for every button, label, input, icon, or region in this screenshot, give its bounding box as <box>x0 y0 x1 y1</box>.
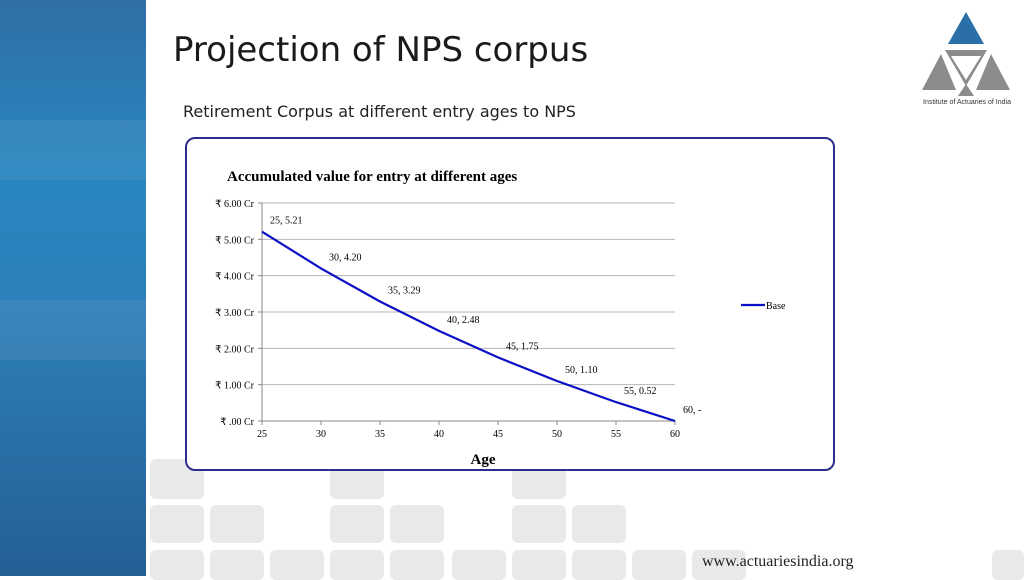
bar-stripe <box>0 120 146 180</box>
grid-lines <box>258 202 676 425</box>
bg-tile <box>150 505 204 543</box>
slide-subtitle: Retirement Corpus at different entry age… <box>183 102 576 121</box>
legend-label-base: Base <box>766 301 786 312</box>
x-tick-label: 35 <box>375 429 385 440</box>
data-point-label: 45, 1.75 <box>506 341 539 352</box>
y-tick-label: ₹ 4.00 Cr <box>215 272 255 283</box>
bg-tile <box>452 550 506 580</box>
bg-tile <box>512 550 566 580</box>
line-chart: Accumulated value for entry at different… <box>215 169 786 468</box>
bg-tile <box>692 550 746 580</box>
bg-tile <box>992 550 1024 580</box>
footer-url: www.actuariesindia.org <box>702 553 854 570</box>
data-point-label: 25, 5.21 <box>270 216 303 227</box>
background-tiles <box>146 455 1024 580</box>
bg-tile <box>572 550 626 580</box>
y-tick-label: ₹ 2.00 Cr <box>215 344 255 355</box>
x-axis-ticks: 25 30 35 40 45 50 55 60 <box>257 429 680 440</box>
data-point-label: 40, 2.48 <box>447 315 480 326</box>
y-axis-ticks: ₹ .00 Cr ₹ 1.00 Cr ₹ 2.00 Cr ₹ 3.00 Cr ₹ 4.0… <box>215 199 255 428</box>
data-point-label: 35, 3.29 <box>388 285 421 296</box>
chart-frame: Accumulated value for entry at different… <box>185 137 835 471</box>
data-labels: 25, 5.21 30, 4.20 35, 3.29 40, 2.48 45, 1.75… <box>270 216 701 416</box>
x-axis-label: Age <box>471 452 496 468</box>
series-line-base <box>261 230 676 423</box>
left-decorative-bar <box>0 0 146 576</box>
data-point-label: 50, 1.10 <box>565 365 598 376</box>
bg-tile <box>632 550 686 580</box>
x-tick-label: 45 <box>493 429 503 440</box>
bg-tile <box>270 550 324 580</box>
data-point-label: 60, - <box>683 405 701 416</box>
y-tick-label: ₹ .00 Cr <box>220 417 255 428</box>
bg-tile <box>512 505 566 543</box>
x-tick-label: 30 <box>316 429 326 440</box>
bg-tile <box>210 505 264 543</box>
y-tick-label: ₹ 1.00 Cr <box>215 381 255 392</box>
slide-title: Projection of NPS corpus <box>173 30 589 70</box>
bg-tile <box>390 505 444 543</box>
y-tick-label: ₹ 6.00 Cr <box>215 199 255 210</box>
x-tick-label: 25 <box>257 429 267 440</box>
x-tick-label: 55 <box>611 429 621 440</box>
bg-tile <box>150 550 204 580</box>
x-tick-label: 40 <box>434 429 444 440</box>
bg-tile <box>390 550 444 580</box>
chart-title: Accumulated value for entry at different… <box>227 169 517 185</box>
x-tick-label: 50 <box>552 429 562 440</box>
bg-tile <box>572 505 626 543</box>
x-tick-label: 60 <box>670 429 680 440</box>
bg-tile <box>330 550 384 580</box>
logo-text: Institute of Actuaries of India <box>923 99 1011 106</box>
bg-tile <box>210 550 264 580</box>
y-tick-label: ₹ 5.00 Cr <box>215 235 255 246</box>
y-tick-label: ₹ 3.00 Cr <box>215 308 255 319</box>
bar-stripe <box>0 300 146 360</box>
data-point-label: 30, 4.20 <box>329 252 362 263</box>
data-point-label: 55, 0.52 <box>624 386 657 397</box>
bg-tile <box>330 505 384 543</box>
iai-logo-icon <box>922 12 1010 96</box>
